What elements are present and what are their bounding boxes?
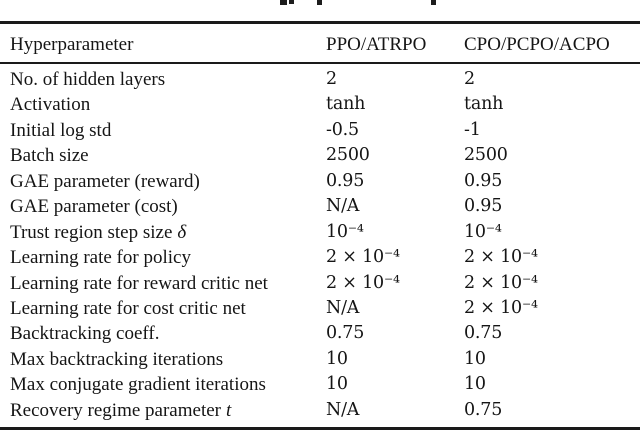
ppo-atrpo-value: 2500: [326, 145, 370, 166]
ppo-atrpo-value: 2 × 10⁻⁴: [326, 272, 400, 293]
table-row: Max backtracking iterations 10 10: [0, 347, 640, 372]
clipped-caption-fragment: [280, 0, 287, 5]
cpo-pcpo-acpo-value: -1: [464, 119, 481, 140]
cpo-pcpo-acpo-value: 2500: [464, 145, 508, 166]
hyperparameter-label: Trust region step size δ: [10, 221, 187, 243]
cpo-pcpo-acpo-value: 10: [464, 374, 486, 395]
table-row: GAE parameter (cost) N/A 0.95: [0, 194, 640, 219]
hyperparameter-label: Initial log std: [10, 119, 112, 141]
clipped-caption-fragment: [431, 0, 436, 5]
table-row: Learning rate for reward critic net 2 × …: [0, 271, 640, 296]
table-row: Trust region step size δ 10⁻⁴ 10⁻⁴: [0, 220, 640, 245]
hyperparameter-label: Max backtracking iterations: [10, 348, 224, 370]
hyperparameter-label: Activation: [10, 94, 91, 116]
hyperparameter-label: GAE parameter (cost): [10, 196, 178, 218]
table-row: Batch size 2500 2500: [0, 143, 640, 168]
cpo-pcpo-acpo-value: 0.95: [464, 196, 503, 217]
table-row: Activation tanh tanh: [0, 92, 640, 117]
cpo-pcpo-acpo-value: 10: [464, 348, 486, 369]
ppo-atrpo-value: 2 × 10⁻⁴: [326, 247, 400, 268]
header-hyperparameter: Hyperparameter: [10, 34, 134, 55]
ppo-atrpo-value: N/A: [326, 297, 360, 318]
ppo-atrpo-value: 0.75: [326, 323, 365, 344]
hyperparameter-label: Learning rate for reward critic net: [10, 272, 268, 294]
ppo-atrpo-value: 0.95: [326, 170, 365, 191]
table-row: GAE parameter (reward) 0.95 0.95: [0, 169, 640, 194]
hyperparameter-label: GAE parameter (reward): [10, 170, 200, 192]
table-row: Learning rate for policy 2 × 10⁻⁴ 2 × 10…: [0, 245, 640, 270]
table-bottom-rule: [0, 427, 640, 430]
header-cpo-pcpo-acpo: CPO/PCPO/ACPO: [464, 34, 610, 55]
table-row: Backtracking coeff. 0.75 0.75: [0, 321, 640, 346]
cpo-pcpo-acpo-value: 0.75: [464, 399, 503, 420]
table-row: Max conjugate gradient iterations 10 10: [0, 372, 640, 397]
hyperparameter-label: Batch size: [10, 145, 89, 167]
cpo-pcpo-acpo-value: 2 × 10⁻⁴: [464, 272, 538, 293]
math-symbol: δ: [177, 221, 187, 243]
math-symbol: t: [226, 399, 232, 421]
table-row: Learning rate for cost critic net N/A 2 …: [0, 296, 640, 321]
table-row: Initial log std -0.5 -1: [0, 118, 640, 143]
clipped-caption-fragment: [317, 0, 322, 5]
header-ppo-atrpo: PPO/ATRPO: [326, 34, 427, 55]
cpo-pcpo-acpo-value: 2 × 10⁻⁴: [464, 247, 538, 268]
clipped-caption-fragment: [289, 0, 294, 4]
hyperparameter-label: Recovery regime parameter t: [10, 399, 232, 421]
cpo-pcpo-acpo-value: 2 × 10⁻⁴: [464, 297, 538, 318]
ppo-atrpo-value: tanh: [326, 94, 366, 115]
table-top-rule: [0, 21, 640, 24]
ppo-atrpo-value: N/A: [326, 196, 360, 217]
table-row: No. of hidden layers 2 2: [0, 67, 640, 92]
hyperparameter-label: No. of hidden layers: [10, 69, 166, 90]
hyperparameter-label: Learning rate for cost critic net: [10, 297, 246, 319]
cpo-pcpo-acpo-value: 0.75: [464, 323, 503, 344]
table-row: Recovery regime parameter t N/A 0.75: [0, 398, 640, 423]
ppo-atrpo-value: -0.5: [326, 119, 359, 140]
hyperparameter-label: Backtracking coeff.: [10, 323, 160, 345]
cpo-pcpo-acpo-value: 10⁻⁴: [464, 221, 502, 242]
table-body: No. of hidden layers 2 2 Activation tanh…: [0, 67, 640, 423]
ppo-atrpo-value: 10⁻⁴: [326, 221, 364, 242]
hyperparameter-label: Learning rate for policy: [10, 247, 191, 269]
ppo-atrpo-value: 2: [326, 69, 337, 89]
ppo-atrpo-value: N/A: [326, 399, 360, 420]
table-header-rule: [0, 62, 640, 64]
ppo-atrpo-value: 10: [326, 374, 348, 395]
cpo-pcpo-acpo-value: 0.95: [464, 170, 503, 191]
ppo-atrpo-value: 10: [326, 348, 348, 369]
table-header-row: Hyperparameter PPO/ATRPO CPO/PCPO/ACPO: [0, 31, 640, 59]
cpo-pcpo-acpo-value: 2: [464, 69, 475, 89]
cpo-pcpo-acpo-value: tanh: [464, 94, 504, 115]
hyperparameter-label: Max conjugate gradient iterations: [10, 374, 266, 396]
